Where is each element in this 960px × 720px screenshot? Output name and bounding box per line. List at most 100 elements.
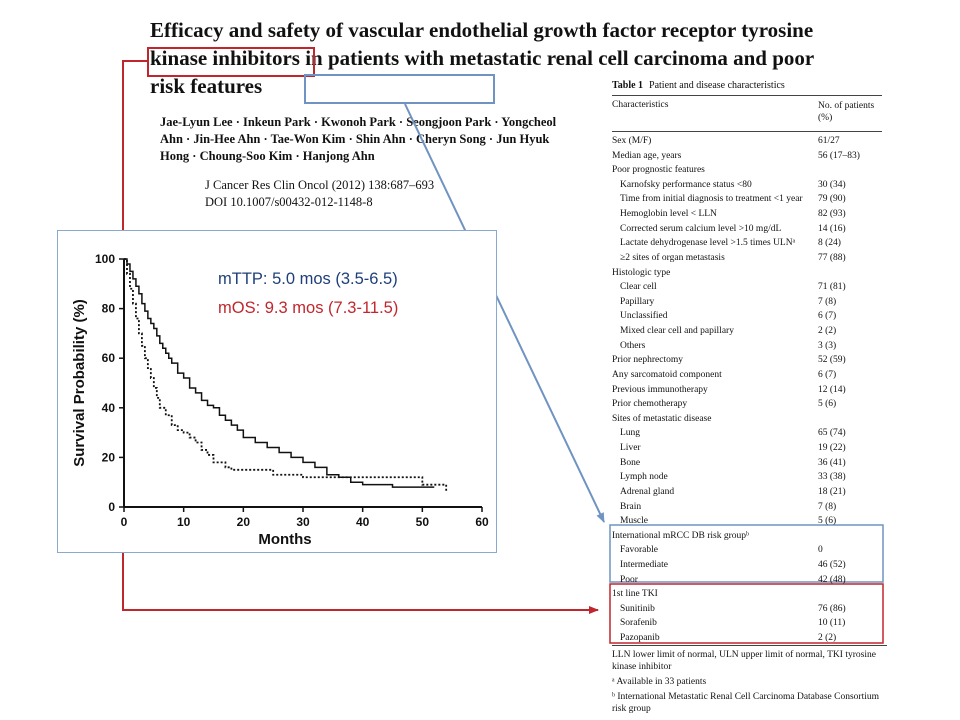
table-row: Time from initial diagnosis to treatment… — [612, 192, 882, 207]
table-row: Intermediate 46 (52) — [612, 558, 882, 573]
table-row-label: Poor prognostic features — [612, 165, 705, 176]
table-row-value: 30 (34) — [818, 179, 846, 190]
table-footnotes: LLN lower limit of normal, ULN upper lim… — [612, 645, 887, 715]
table-row: Lymph node 33 (38) — [612, 470, 882, 485]
median-ttp-annotation: mTTP: 5.0 mos (3.5-6.5) — [218, 270, 398, 288]
table-row: Unclassified 6 (7) — [612, 309, 882, 324]
x-tick-label: 60 — [475, 515, 489, 529]
table-row-label: Hemoglobin level < LLN — [620, 209, 717, 220]
table-row-value — [818, 412, 882, 427]
table-row-value: 56 (17–83) — [818, 150, 860, 161]
table-row: Mixed clear cell and papillary 2 (2) — [612, 324, 882, 339]
table-row-value: 79 (90) — [818, 194, 846, 205]
table-row: Hemoglobin level < LLN 82 (93) — [612, 207, 882, 222]
table-row-value: 0 — [818, 545, 823, 556]
title-highlight-poor-risk — [304, 74, 495, 104]
table-row-value: 2 (2) — [818, 633, 837, 644]
table-row-value: 36 (41) — [818, 457, 846, 468]
blue-connector-arrow — [404, 103, 605, 523]
table-row: Favorable 0 — [612, 543, 882, 558]
table-row-value: 42 (48) — [818, 574, 846, 585]
table-row-label: Others — [620, 340, 646, 351]
table-row-value: 82 (93) — [818, 209, 846, 220]
table-row-label: Sites of metastatic disease — [612, 413, 712, 424]
table-col-characteristics: Characteristics — [612, 100, 669, 110]
table-row-value: 2 (2) — [818, 326, 837, 337]
y-axis-label: Survival Probability (%) — [71, 299, 88, 467]
title-highlight-tki — [147, 47, 315, 77]
footnote-a: ᵃ Available in 33 patients — [612, 677, 707, 687]
table-row-value: 7 (8) — [818, 501, 837, 512]
table-row-value — [818, 529, 882, 544]
table-label: Table 1 — [612, 80, 644, 91]
x-tick-label: 30 — [296, 515, 310, 529]
table-row-label: Lymph node — [620, 472, 668, 483]
table-row: Prior nephrectomy 52 (59) — [612, 353, 882, 368]
table-row-label: Karnofsky performance status <80 — [620, 179, 752, 190]
y-tick-label: 60 — [102, 351, 116, 365]
table-row: Previous immunotherapy 12 (14) — [612, 383, 882, 398]
table-row-value: 71 (81) — [818, 282, 846, 293]
table-row-label: Brain — [620, 501, 642, 512]
table-row-label: Median age, years — [612, 150, 682, 161]
table-row-value: 6 (7) — [818, 311, 837, 322]
table-row: Poor prognostic features — [612, 163, 882, 178]
table-row-value: 18 (21) — [818, 486, 846, 497]
table-row: Pazopanib 2 (2) — [612, 631, 882, 646]
table-row-value: 14 (16) — [818, 223, 846, 234]
paper-title: Efficacy and safety of vascular endothel… — [150, 18, 814, 98]
table-row: Karnofsky performance status <80 30 (34) — [612, 178, 882, 193]
table-row-value — [818, 163, 882, 178]
table-row-label: Time from initial diagnosis to treatment… — [620, 194, 803, 205]
table-row-label: Prior nephrectomy — [612, 355, 683, 366]
table-row-label: Muscle — [620, 516, 648, 527]
table-row-label: Prior chemotherapy — [612, 399, 688, 410]
table-header: Characteristics No. of patients (%) — [612, 95, 882, 132]
doi-text: DOI 10.1007/s00432-012-1148-8 — [205, 195, 373, 209]
median-os-annotation: mOS: 9.3 mos (7.3-11.5) — [218, 299, 399, 317]
table-row: Sex (M/F) 61/27 — [612, 134, 882, 149]
x-tick-label: 50 — [416, 515, 430, 529]
table-row-value: 12 (14) — [818, 384, 846, 395]
table-row-value: 5 (6) — [818, 516, 837, 527]
table-row-value: 8 (24) — [818, 238, 841, 249]
table-row: Lactate dehydrogenase level >1.5 times U… — [612, 236, 882, 251]
table-row-label: Clear cell — [620, 282, 657, 293]
table-row-value: 76 (86) — [818, 603, 846, 614]
table-highlight-risk-group — [609, 524, 884, 583]
table-row-label: Lactate dehydrogenase level >1.5 times U… — [620, 238, 796, 249]
table-row-value — [818, 266, 882, 281]
y-tick-label: 0 — [108, 500, 115, 514]
table-row: Lung 65 (74) — [612, 426, 882, 441]
table-row: Papillary 7 (8) — [612, 295, 882, 310]
footnote-abbreviations: LLN lower limit of normal, ULN upper lim… — [612, 650, 876, 672]
table-row: Sunitinib 76 (86) — [612, 602, 882, 617]
table-highlight-first-line-tki — [609, 583, 884, 644]
x-axis-label: Months — [258, 531, 311, 548]
table-row: Any sarcomatoid component 6 (7) — [612, 368, 882, 383]
journal-reference: J Cancer Res Clin Oncol (2012) 138:687–6… — [205, 178, 435, 192]
table-row: Adrenal gland 18 (21) — [612, 485, 882, 500]
table-row-value: 6 (7) — [818, 369, 837, 380]
table-row-label: Papillary — [620, 296, 655, 307]
table-row-label: Poor — [620, 574, 638, 585]
footnote-b: ᵇ International Metastatic Renal Cell Ca… — [612, 692, 880, 714]
table-row-value: 61/27 — [818, 136, 840, 146]
table-row-label: Liver — [620, 443, 641, 454]
table-row: Brain 7 (8) — [612, 500, 882, 515]
table-row: Sites of metastatic disease — [612, 412, 882, 427]
table-row-label: Any sarcomatoid component — [612, 369, 722, 380]
table-caption: Table 1 Patient and disease characteristi… — [612, 80, 785, 91]
table-row: Corrected serum calcium level >10 mg/dL 1… — [612, 222, 882, 237]
table-row-value: 7 (8) — [818, 296, 837, 307]
table-row: International mRCC DB risk groupᵇ — [612, 529, 882, 544]
table-row-label: Corrected serum calcium level >10 mg/dL — [620, 223, 782, 234]
table-row-value: 77 (88) — [818, 252, 846, 263]
table-row-label: Sorafenib — [620, 618, 657, 629]
paper-authors: Jae-Lyun Lee · Inkeun Park · Kwonoh Park… — [160, 115, 557, 163]
table-row-value: 10 (11) — [818, 618, 846, 629]
table-row-label: 1st line TKI — [612, 589, 658, 600]
y-tick-label: 100 — [95, 252, 115, 266]
survival-chart-panel: 0 10 20 30 40 50 60 0 20 40 60 80 100 Months Survival … — [57, 230, 497, 553]
survival-curve-solid — [124, 258, 435, 488]
